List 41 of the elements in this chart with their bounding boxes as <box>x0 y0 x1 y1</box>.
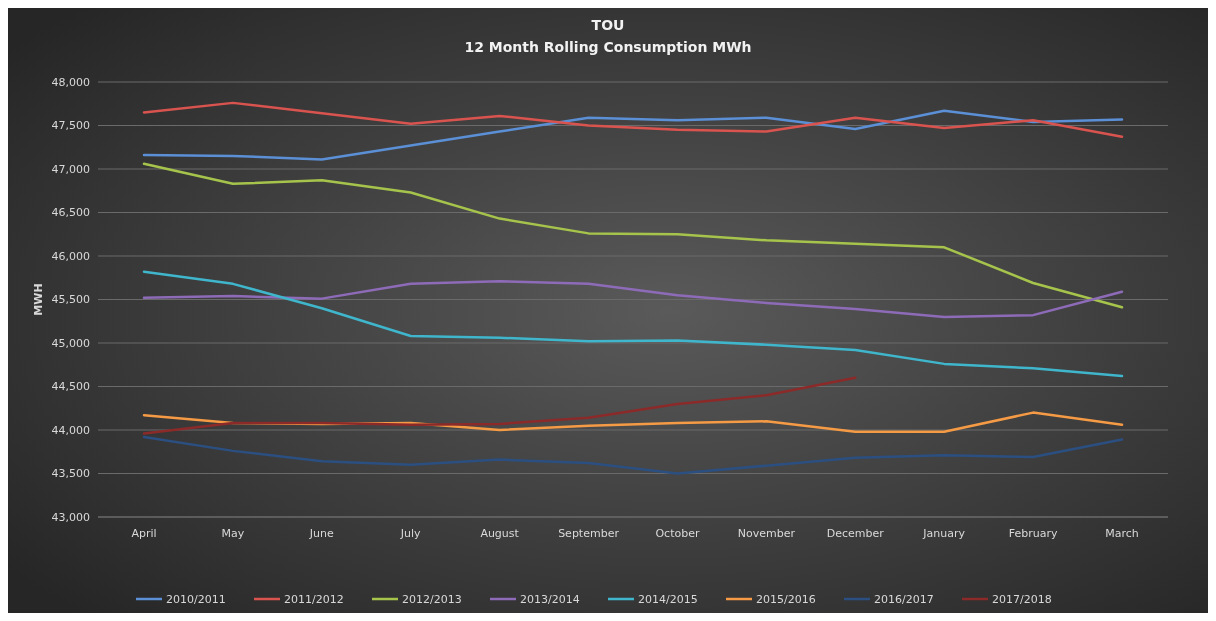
x-tick-label: October <box>655 527 700 540</box>
chart-title: TOU <box>591 17 625 33</box>
x-tick-label: November <box>737 527 796 540</box>
line-series <box>142 376 857 435</box>
x-tick-label: March <box>1105 527 1139 540</box>
legend-label: 2011/2012 <box>284 592 344 606</box>
y-tick-label: 47,500 <box>51 119 90 133</box>
y-tick-label: 43,500 <box>51 467 90 481</box>
y-tick-label: 48,000 <box>51 75 90 89</box>
x-tick-label: January <box>922 527 966 540</box>
x-tick-label: July <box>399 527 422 540</box>
chart-subtitle: 12 Month Rolling Consumption MWh <box>464 39 752 55</box>
x-tick-label: April <box>131 527 157 540</box>
x-tick-label: June <box>308 527 335 540</box>
legend-label: 2014/2015 <box>638 592 698 606</box>
line-series <box>142 109 1124 161</box>
line-series <box>142 435 1124 475</box>
legend-label: 2010/2011 <box>166 592 226 606</box>
y-tick-label: 43,000 <box>51 510 90 524</box>
legend-label: 2016/2017 <box>874 592 934 606</box>
line-series <box>142 270 1124 378</box>
legend-label: 2017/2018 <box>992 592 1052 606</box>
y-tick-label: 46,500 <box>51 206 90 220</box>
x-tick-label: February <box>1008 527 1058 540</box>
y-tick-label: 47,000 <box>51 162 90 176</box>
y-tick-label: 45,500 <box>51 293 90 307</box>
x-tick-label: December <box>826 527 885 540</box>
line-series <box>142 279 1124 319</box>
y-tick-label: 46,000 <box>51 249 90 263</box>
y-tick-label: 44,500 <box>51 380 90 394</box>
x-tick-label: May <box>221 527 245 540</box>
x-tick-label: August <box>480 527 520 540</box>
y-tick-label: 44,000 <box>51 423 90 437</box>
x-tick-label: September <box>558 527 620 540</box>
line-series <box>142 162 1124 309</box>
legend-label: 2015/2016 <box>756 592 816 606</box>
legend-label: 2013/2014 <box>520 592 580 606</box>
line-series <box>142 101 1124 139</box>
legend-label: 2012/2013 <box>402 592 462 606</box>
y-tick-label: 45,000 <box>51 336 90 350</box>
y-axis-title: MWH <box>32 283 45 316</box>
